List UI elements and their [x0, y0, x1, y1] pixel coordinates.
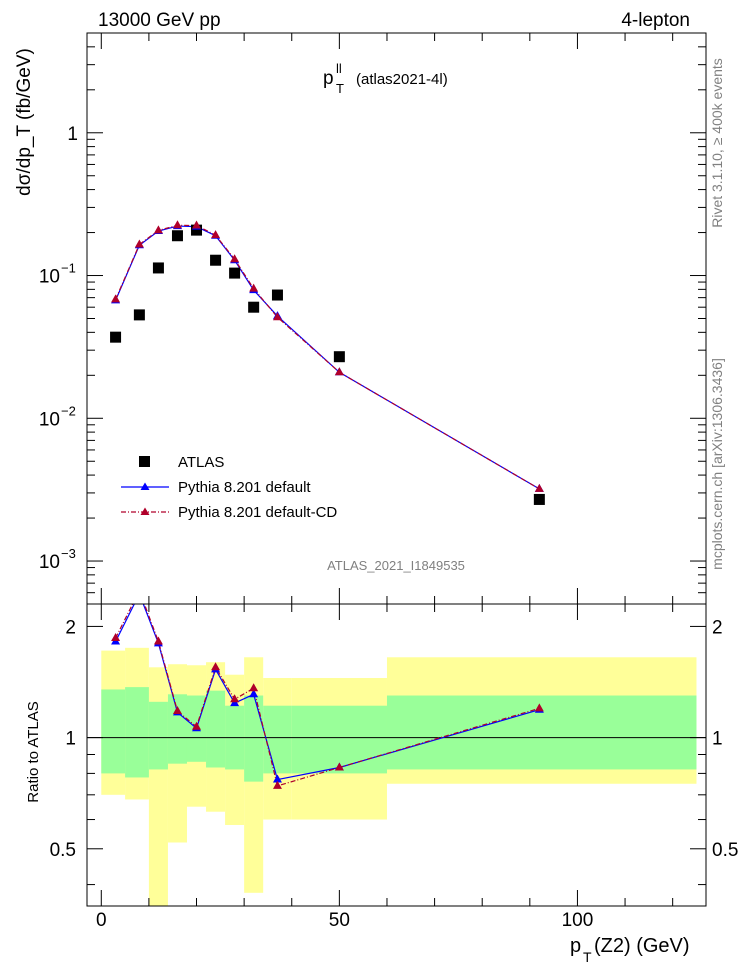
- ratio-point-pythia-default-cd: [135, 586, 144, 594]
- plot-title-superscript: ll: [336, 61, 342, 76]
- main-point-pythia-default-cd: [534, 483, 544, 492]
- main-point-pythia-default-cd: [192, 220, 202, 229]
- ratio-series: [111, 586, 544, 789]
- green-band-segment: [125, 687, 149, 778]
- main-point-pythia-default-cd: [211, 230, 221, 239]
- ratio-y-tick-label-left: 0.5: [50, 840, 76, 861]
- atlas-data-point: [229, 267, 241, 279]
- main-point-pythia-default-cd: [249, 283, 259, 292]
- green-band-segment: [167, 694, 187, 764]
- ratio-point-pythia-default-cd: [249, 683, 259, 692]
- atlas-data-point: [191, 224, 203, 236]
- ratio-x-tick-label: 100: [562, 910, 594, 931]
- plot-title-subscript: T: [336, 81, 344, 96]
- atlas-data-point: [210, 254, 222, 266]
- ratio-y-tick-label-right: 0.5: [712, 840, 738, 861]
- green-band-segment: [291, 705, 387, 774]
- ratio-point-pythia-default-cd: [192, 721, 202, 730]
- main-y-tick-exponent: −1: [61, 261, 76, 276]
- main-y-tick-label: 1: [67, 124, 78, 145]
- green-band-segment: [244, 695, 264, 782]
- green-band-segment: [263, 705, 292, 774]
- main-line-pythia-default: [115, 225, 540, 490]
- legend-label-atlas: ATLAS: [178, 454, 224, 471]
- ratio-y-tick-label-left: 2: [65, 617, 76, 638]
- atlas-data-point: [171, 230, 183, 242]
- main-point-pythia-default-cd: [134, 239, 144, 248]
- ratio-x-tick-label: 0: [96, 910, 107, 931]
- ratio-point-pythia-default: [135, 589, 144, 597]
- rivet-version-label: Rivet 3.1.10, ≥ 400k events: [709, 58, 725, 228]
- main-point-pythia-default-cd: [334, 367, 344, 376]
- ratio-point-pythia-default-cd: [172, 706, 182, 715]
- ratio-y-tick-label-right: 2: [712, 617, 723, 638]
- green-band-segment: [148, 701, 168, 770]
- main-point-pythia-default-cd: [230, 254, 240, 263]
- main-y-tick-exponent: −2: [61, 403, 76, 418]
- ratio-point-pythia-default-cd: [153, 636, 163, 645]
- legend-marker-atlas: [139, 456, 150, 467]
- process-label: 4-lepton: [621, 10, 690, 31]
- main-y-tick-label: 10: [39, 267, 60, 288]
- plot-title-suffix: (atlas2021-4l): [356, 71, 448, 88]
- green-band-segment: [206, 690, 226, 768]
- ratio-y-tick-label-right: 1: [712, 729, 723, 750]
- atlas-data-point: [133, 309, 145, 321]
- ratio-point-pythia-default-cd: [534, 703, 544, 712]
- energy-label: 13000 GeV pp: [98, 10, 221, 31]
- legend-label-pythia-default-cd: Pythia 8.201 default-CD: [178, 504, 337, 521]
- main-point-pythia-default-cd: [272, 312, 282, 321]
- main-line-pythia-default-cd: [115, 224, 540, 490]
- ratio-point-pythia-default-cd: [111, 633, 121, 642]
- analysis-watermark: ATLAS_2021_I1849535: [327, 558, 465, 573]
- legend: ATLAS Pythia 8.201 default Pythia 8.201 …: [121, 454, 337, 521]
- ratio-point-pythia-default-cd: [211, 662, 221, 671]
- ratio-y-axis-label: Ratio to ATLAS: [25, 701, 42, 802]
- legend-label-pythia-default: Pythia 8.201 default: [178, 479, 311, 496]
- ratio-point-pythia-default-cd: [230, 694, 240, 703]
- main-point-pythia-default-cd: [172, 220, 182, 229]
- main-y-tick-label: 10: [39, 552, 60, 573]
- main-series: [110, 220, 545, 505]
- atlas-data-point: [110, 331, 122, 343]
- main-y-tick-exponent: −3: [61, 546, 76, 561]
- atlas-data-point: [533, 493, 545, 505]
- plot-title-p: p: [323, 68, 334, 89]
- mcplots-source-label: mcplots.cern.ch [arXiv:1306.3436]: [709, 358, 725, 570]
- green-band-segment: [101, 689, 126, 774]
- ratio-point-pythia-default-cd: [272, 780, 282, 789]
- ratio-point-pythia-default: [249, 689, 259, 698]
- atlas-data-point: [248, 301, 260, 313]
- legend-marker-pythia-default: [140, 482, 150, 490]
- ratio-line-pythia-default-cd: [115, 604, 540, 787]
- atlas-data-point: [271, 289, 283, 301]
- main-point-pythia-default-cd: [153, 225, 163, 234]
- ratio-x-tick-label: 50: [329, 910, 350, 931]
- main-y-tick-label: 10: [39, 409, 60, 430]
- ratio-point-pythia-default-cd: [334, 762, 344, 771]
- ratio-y-tick-label-left: 1: [65, 729, 76, 750]
- ratio-point-pythia-default: [272, 774, 282, 783]
- main-point-pythia-default-cd: [111, 294, 121, 303]
- x-axis-label-p: p: [570, 935, 581, 957]
- atlas-data-point: [333, 351, 345, 363]
- legend-marker-pythia-default-cd: [140, 507, 150, 515]
- x-axis-label-suffix: (Z2) (GeV): [594, 935, 690, 957]
- uncertainty-bands: [87, 647, 706, 906]
- green-band-segment: [386, 695, 697, 770]
- x-axis-label-subscript: T: [583, 949, 592, 965]
- atlas-data-point: [152, 262, 164, 274]
- main-y-axis-label: dσ/dp_T (fb/GeV): [14, 48, 35, 196]
